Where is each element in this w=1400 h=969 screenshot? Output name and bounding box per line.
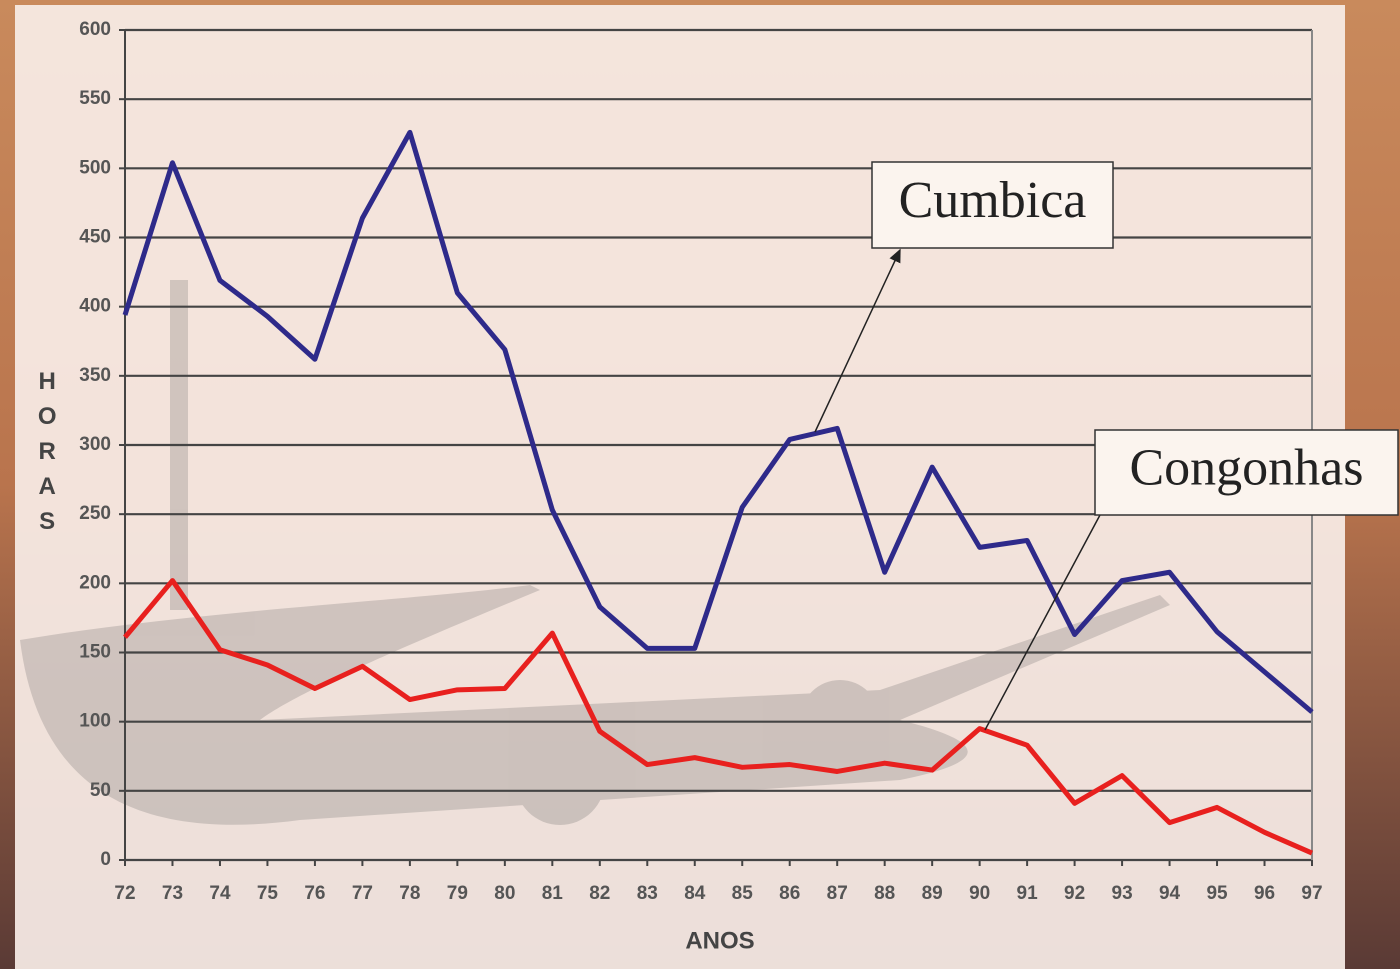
x-tick-label: 92 xyxy=(1064,883,1085,904)
y-tick-label: 550 xyxy=(79,88,111,109)
x-tick-label: 93 xyxy=(1112,883,1133,904)
x-tick-label: 73 xyxy=(162,883,183,904)
callout-line xyxy=(814,248,901,433)
y-tick-label: 100 xyxy=(79,711,111,732)
legend-label: Cumbica xyxy=(899,172,1087,229)
x-tick-label: 85 xyxy=(732,883,754,904)
y-tick-label: 250 xyxy=(79,503,111,524)
series-line xyxy=(123,578,1314,856)
x-tick-label: 83 xyxy=(637,883,658,904)
x-tick-label: 84 xyxy=(684,883,706,904)
x-tick-label: 74 xyxy=(209,883,231,904)
y-tick-label: 0 xyxy=(100,849,111,870)
y-axis-label: HORAS xyxy=(34,368,61,543)
x-tick-label: 91 xyxy=(1017,883,1039,904)
y-tick-label: 300 xyxy=(79,434,111,455)
y-tick-label: 50 xyxy=(90,780,111,801)
legend-label: Congonhas xyxy=(1130,439,1364,496)
x-tick-label: 81 xyxy=(542,883,564,904)
x-tick-label: 88 xyxy=(874,883,895,904)
x-tick-label: 94 xyxy=(1159,883,1181,904)
series-line xyxy=(122,129,1314,714)
y-tick-label: 600 xyxy=(79,19,111,40)
y-tick-label: 400 xyxy=(79,296,111,317)
x-tick-label: 82 xyxy=(589,883,610,904)
callout-line xyxy=(984,514,1101,731)
x-tick-label: 75 xyxy=(257,883,279,904)
legend-box xyxy=(871,161,1114,249)
x-tick-label: 90 xyxy=(969,883,990,904)
x-tick-label: 77 xyxy=(352,883,373,904)
x-tick-label: 72 xyxy=(114,883,135,904)
y-tick-label: 200 xyxy=(79,572,111,593)
x-tick-label: 80 xyxy=(494,883,515,904)
x-tick-label: 89 xyxy=(922,883,943,904)
x-tick-label: 87 xyxy=(827,883,848,904)
x-tick-label: 96 xyxy=(1254,883,1275,904)
x-tick-label: 97 xyxy=(1301,883,1322,904)
x-tick-label: 78 xyxy=(399,883,420,904)
y-tick-label: 150 xyxy=(79,642,111,663)
y-tick-label: 350 xyxy=(79,365,111,386)
x-tick-label: 86 xyxy=(779,883,800,904)
x-axis-label: ANOS xyxy=(685,927,754,954)
x-tick-label: 95 xyxy=(1206,883,1228,904)
legend-box xyxy=(1094,429,1399,516)
y-tick-label: 450 xyxy=(79,227,111,248)
x-tick-label: 79 xyxy=(447,883,468,904)
x-tick-label: 76 xyxy=(304,883,325,904)
y-tick-label: 500 xyxy=(79,157,111,178)
